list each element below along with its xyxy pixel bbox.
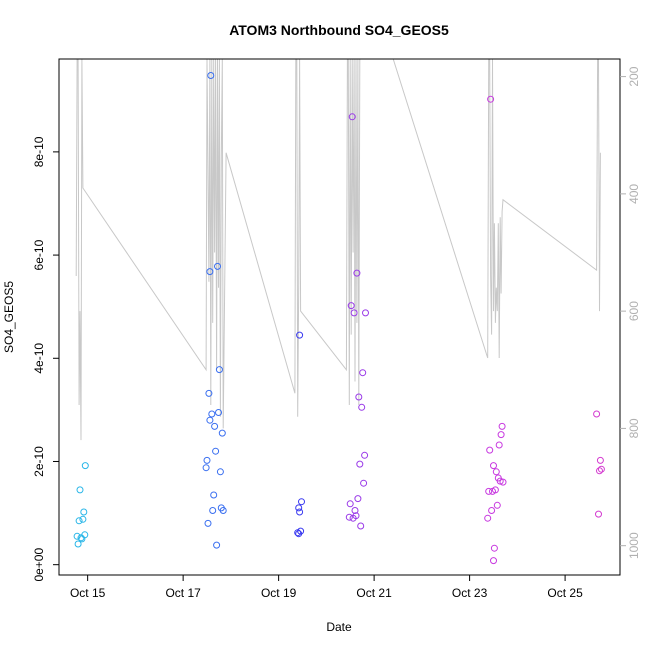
data-point-s1-10: [212, 447, 220, 455]
data-point-s4-7: [490, 544, 498, 552]
data-point-s5-0: [593, 410, 601, 418]
data-point-s1-4: [206, 268, 214, 276]
data-point-s1-18: [219, 507, 227, 514]
data-point-s4-14: [497, 431, 505, 439]
x-axis-label: Date: [326, 620, 352, 634]
data-point-s4-10: [493, 501, 501, 509]
data-point-s1-14: [215, 366, 223, 374]
data-point-s0-8: [81, 531, 89, 539]
data-point-s4-1: [485, 487, 493, 495]
y2-tick-label-1: 400: [627, 184, 641, 204]
data-point-s4-9: [492, 468, 500, 476]
y-tick-label-0: 0e+00: [32, 548, 46, 582]
data-point-s0-6: [79, 515, 87, 523]
data-point-s3-7: [352, 512, 360, 520]
data-point-s5-3: [596, 456, 604, 464]
data-point-s1-0: [202, 464, 210, 472]
data-point-s2-6: [295, 530, 303, 538]
y2-tick-label-4: 1000: [627, 532, 641, 559]
data-point-s0-3: [76, 486, 84, 494]
data-point-s3-10: [355, 393, 363, 401]
data-point-s1-9: [211, 422, 219, 430]
data-point-s3-1: [346, 500, 354, 508]
y-axis: 0e+00 2e-10 4e-10 6e-10 8e-10: [32, 136, 59, 582]
chart-title: ATOM3 Northbound SO4_GEOS5: [229, 22, 449, 38]
x-tick-label-2: Oct 19: [261, 586, 297, 600]
data-point-s0-1: [74, 540, 82, 548]
x-tick-label-5: Oct 25: [547, 586, 583, 600]
data-point-s2-1: [295, 504, 303, 512]
y-tick-label-2: 4e-10: [32, 343, 46, 374]
data-point-s0-2: [75, 517, 83, 525]
pressure-line: [75, 59, 601, 441]
data-point-s1-6: [208, 410, 216, 418]
data-point-s3-17: [362, 309, 369, 317]
x-tick-label-1: Oct 17: [165, 586, 201, 600]
data-point-s5-1: [595, 510, 602, 518]
data-point-s3-15: [360, 479, 368, 487]
y2-tick-label-0: 200: [627, 66, 641, 86]
data-point-s1-2: [204, 519, 212, 527]
data-point-s1-12: [214, 262, 221, 270]
data-point-s4-17: [490, 557, 497, 565]
data-point-s3-14: [359, 369, 367, 377]
data-point-s2-2: [296, 508, 304, 516]
plot-frame: [58, 58, 621, 576]
data-point-s3-3: [348, 113, 356, 121]
y-axis-label: SO4_GEOS5: [2, 281, 16, 353]
data-point-s5-2: [596, 467, 603, 475]
data-point-s4-16: [499, 478, 507, 486]
x-axis: Oct 15 Oct 17 Oct 19 Oct 21 Oct 23 Oct 25: [70, 575, 583, 600]
data-point-s3-12: [357, 522, 365, 530]
data-point-s2-5: [296, 331, 304, 339]
x-tick-label-4: Oct 23: [452, 586, 488, 600]
data-point-s4-8: [491, 486, 499, 494]
x-tick-label-3: Oct 21: [356, 586, 392, 600]
data-point-s1-17: [218, 429, 226, 437]
data-point-s4-6: [490, 462, 497, 470]
data-point-s1-11: [213, 541, 221, 549]
data-point-s1-15: [216, 468, 224, 476]
y-tick-label-4: 8e-10: [32, 136, 46, 167]
data-point-s3-6: [351, 507, 359, 514]
data-point-s3-8: [353, 269, 361, 277]
pressure-axis: 200 400 600 800 1000: [620, 66, 641, 559]
y-tick-label-1: 2e-10: [32, 446, 46, 477]
data-point-s3-16: [361, 451, 369, 459]
data-point-s3-13: [358, 403, 366, 411]
data-point-s1-1: [203, 456, 211, 464]
data-point-s1-3: [205, 389, 213, 397]
data-point-s5-4: [597, 465, 605, 473]
data-point-s4-3: [487, 95, 495, 103]
data-point-s1-5: [207, 72, 215, 79]
y-tick-label-3: 6e-10: [32, 239, 46, 270]
data-point-s3-9: [354, 495, 362, 503]
data-point-s4-4: [488, 507, 496, 514]
y2-tick-label-3: 800: [627, 418, 641, 438]
data-point-s3-0: [345, 513, 353, 521]
data-point-s4-0: [484, 514, 492, 522]
y2-tick-label-2: 600: [627, 301, 641, 321]
data-point-s3-11: [356, 460, 364, 468]
data-point-s0-7: [80, 508, 88, 516]
data-point-s4-12: [495, 441, 503, 449]
data-point-s3-2: [347, 302, 355, 310]
data-point-s2-4: [298, 498, 305, 506]
data-point-s1-7: [209, 507, 217, 514]
x-tick-label-0: Oct 15: [70, 586, 106, 600]
data-point-s1-8: [210, 491, 218, 499]
data-point-s1-13: [215, 409, 222, 416]
data-point-s3-5: [350, 309, 358, 317]
data-point-s4-2: [486, 446, 494, 454]
data-point-s4-15: [498, 422, 506, 430]
data-point-s0-9: [81, 462, 89, 470]
data-point-s1-19: [206, 416, 214, 424]
